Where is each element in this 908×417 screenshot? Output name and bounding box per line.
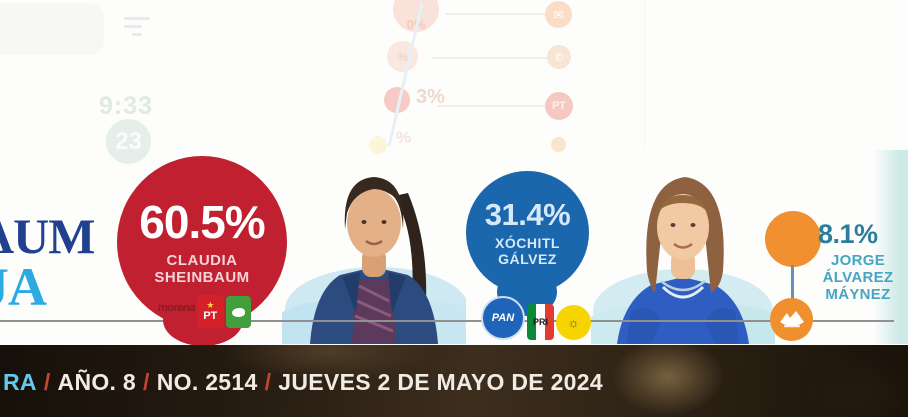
edition-year: AÑO. 8: [57, 369, 137, 395]
ghost-orange-dot: [551, 137, 566, 152]
ghost-chart-bubble-3: [384, 87, 410, 113]
right-edge-photo-wash: [873, 150, 908, 344]
ghost-pt-logo: PT: [545, 92, 573, 120]
ghost-leader-line: [438, 105, 548, 107]
maynez-name: JORGE ÁLVAREZ MÁYNEZ: [822, 252, 894, 303]
galvez-percentage: 31.4%: [484, 197, 571, 232]
ghost-leader-line: [446, 13, 548, 15]
ghost-chart-percent: %: [396, 128, 412, 147]
maynez-connector-line: [791, 265, 794, 302]
ghost-badge-count: 23: [106, 119, 151, 164]
mc-logo: [770, 298, 813, 341]
galvez-poll-bubble: 31.4% XÓCHITL GÁLVEZ: [466, 171, 589, 316]
galvez-party-logos: PAN PRI ☼: [481, 296, 591, 340]
pt-logo: ★ PT: [196, 295, 224, 328]
baseline-rule: [0, 320, 894, 322]
headline-fragment-line2: AJA: [0, 257, 47, 317]
ghost-chart-value: 3%: [416, 86, 445, 108]
galvez-name: XÓCHITL GÁLVEZ: [495, 235, 560, 267]
ghost-envelope-icon: ✉: [545, 1, 572, 28]
ghost-column-edge: [644, 0, 645, 148]
edition-footer-bar: [0, 345, 908, 417]
maynez-poll-bubble: [765, 211, 821, 267]
ghost-phone-icon: ✆: [547, 45, 571, 69]
ghost-status-pill: [0, 3, 104, 55]
pri-logo: PRI: [527, 304, 554, 340]
morena-logo: morena: [158, 302, 195, 314]
edition-date: JUEVES 2 DE MAYO DE 2024: [278, 369, 603, 395]
ghost-chart-bubble-1: 0%: [393, 0, 439, 32]
sheinbaum-percentage: 60.5%: [139, 196, 265, 248]
edition-number: NO. 2514: [156, 369, 258, 395]
sheinbaum-photo: [282, 177, 466, 344]
prd-logo: ☼: [556, 305, 591, 340]
ghost-chart-bubble-2: %: [387, 41, 418, 72]
galvez-photo: [591, 177, 775, 344]
eagle-icon: [779, 310, 804, 327]
toucan-icon: [231, 307, 245, 317]
ghost-clock-time: 9:33: [99, 92, 154, 120]
pvem-logo: [225, 296, 251, 328]
ghost-leader-line: [432, 57, 548, 59]
pan-logo: PAN: [481, 296, 525, 340]
ghost-menu-icon: [124, 17, 150, 41]
sheinbaum-party-logos: morena ★ PT: [158, 295, 251, 328]
ghost-trend-line: [387, 3, 424, 147]
maynez-percentage: 8.1%: [818, 219, 878, 249]
sheinbaum-name: CLAUDIA SHEINBAUM: [154, 252, 250, 286]
edition-info-line: RA / AÑO. 8/NO. 2514/JUEVES 2 DE MAYO DE 2…: [3, 369, 603, 395]
masthead-fragment: RA: [3, 369, 37, 395]
headline-fragment-line1: AUM: [0, 208, 95, 264]
